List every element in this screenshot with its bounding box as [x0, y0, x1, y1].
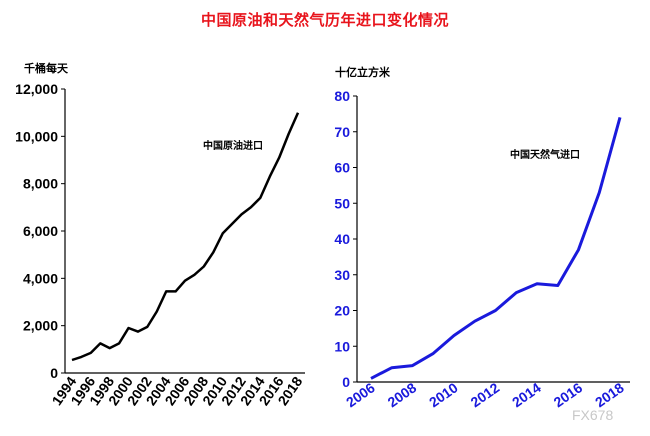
gas-xtick-label: 2012	[468, 379, 503, 410]
oil-ytick-label: 2,000	[23, 318, 58, 334]
gas-ytick-label: 50	[334, 195, 350, 211]
gas-ytick-label: 10	[334, 338, 350, 354]
oil-ytick-label: 6,000	[23, 223, 58, 239]
oil-unit-label: 千桶每天	[24, 61, 69, 75]
oil-ytick-label: 10,000	[15, 128, 58, 144]
oil-import-series-line	[71, 112, 300, 362]
gas-xtick-label: 2010	[426, 379, 461, 410]
gas-annotation: 中国天然气进口	[510, 148, 580, 161]
oil-ytick-label: 4,000	[23, 270, 58, 286]
gas-xtick-label: 2008	[385, 379, 420, 410]
gas-xtick-label: 2016	[551, 379, 586, 410]
watermark: FX678	[572, 407, 613, 423]
gas-ytick-label: 60	[334, 160, 350, 176]
gas-ytick-label: 30	[334, 267, 350, 283]
gas-ytick-label: 70	[334, 124, 350, 140]
oil-ytick-label: 0	[50, 365, 58, 381]
gas-ytick-label: 20	[334, 303, 350, 319]
gas-unit-label: 十亿立方米	[335, 65, 391, 79]
oil-ytick-label: 12,000	[15, 81, 58, 97]
chart-title: 中国原油和天然气历年进口变化情况	[200, 11, 449, 29]
gas-ytick-label: 40	[334, 231, 350, 247]
gas-ytick-label: 0	[342, 374, 350, 390]
gas-ytick-label: 80	[334, 88, 350, 104]
oil-ytick-label: 8,000	[23, 176, 58, 192]
oil-annotation: 中国原油进口	[203, 139, 263, 152]
gas-import-series-line	[370, 117, 622, 380]
gas-xtick-label: 2014	[509, 379, 544, 410]
gas-xtick-label: 2018	[592, 379, 627, 410]
